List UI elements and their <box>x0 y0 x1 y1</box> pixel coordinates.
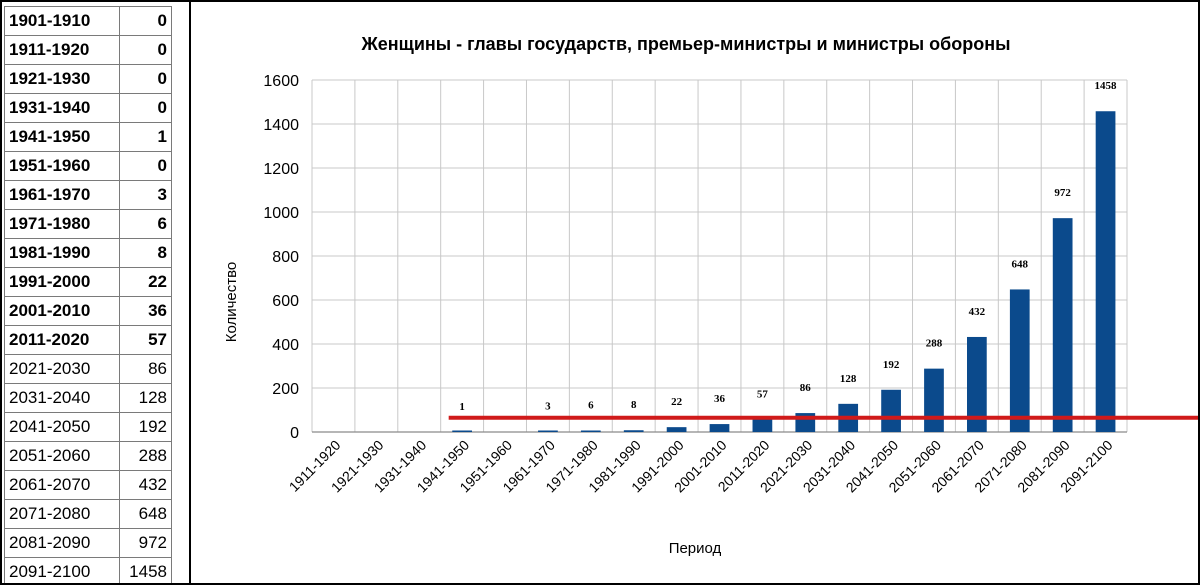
bar <box>1095 111 1116 433</box>
table-row: 2091-2100 1458 <box>3 557 172 583</box>
period-cell[interactable]: 2031-2040 <box>3 383 121 413</box>
data-label: 36 <box>714 393 726 405</box>
data-label: 432 <box>969 306 986 318</box>
count-cell[interactable]: 972 <box>119 528 172 558</box>
count-cell[interactable]: 6 <box>119 209 172 239</box>
data-label: 3 <box>545 400 551 412</box>
data-label: 22 <box>671 396 683 408</box>
data-label: 648 <box>1012 258 1029 270</box>
column-divider <box>189 2 191 583</box>
bar <box>924 368 944 432</box>
bar <box>967 336 987 432</box>
table-row: 2051-2060 288 <box>3 441 172 471</box>
count-cell[interactable]: 432 <box>119 470 172 500</box>
period-cell[interactable]: 1991-2000 <box>3 267 121 297</box>
table-row: 1901-1910 0 <box>3 6 172 36</box>
table-row: 2061-2070 432 <box>3 470 172 500</box>
period-cell[interactable]: 1981-1990 <box>3 238 121 268</box>
data-label: 972 <box>1054 187 1071 199</box>
count-cell[interactable]: 36 <box>119 296 172 326</box>
count-cell[interactable]: 0 <box>119 64 172 94</box>
y-axis-title: Количество <box>223 262 240 343</box>
y-tick-label: 0 <box>290 425 299 442</box>
count-cell[interactable]: 128 <box>119 383 172 413</box>
table-row: 2071-2080 648 <box>3 499 172 529</box>
period-cell[interactable]: 2041-2050 <box>3 412 121 442</box>
table-row: 1981-1990 8 <box>3 238 172 268</box>
count-cell[interactable]: 86 <box>119 354 172 384</box>
period-cell[interactable]: 2091-2100 <box>3 557 121 583</box>
table-row: 1921-1930 0 <box>3 64 172 94</box>
count-cell[interactable]: 1458 <box>119 557 172 583</box>
period-cell[interactable]: 1921-1930 <box>3 64 121 94</box>
count-cell[interactable]: 0 <box>119 6 172 36</box>
period-cell[interactable]: 2011-2020 <box>3 325 121 355</box>
bar <box>580 430 601 432</box>
period-cell[interactable]: 1951-1960 <box>3 151 121 181</box>
data-label: 86 <box>800 382 812 394</box>
period-cell[interactable]: 2061-2070 <box>3 470 121 500</box>
period-cell[interactable]: 1971-1980 <box>3 209 121 239</box>
bar <box>1009 289 1030 432</box>
period-cell[interactable]: 1931-1940 <box>3 93 121 123</box>
count-cell[interactable]: 3 <box>119 180 172 210</box>
data-label: 128 <box>840 373 857 385</box>
spreadsheet-table: 1901-1910 0 1911-1920 0 1921-1930 0 1931-1940 0… <box>3 6 172 583</box>
table-row: 2001-2010 36 <box>3 296 172 326</box>
data-label: 57 <box>757 388 769 400</box>
table-row: 1991-2000 22 <box>3 267 172 297</box>
period-cell[interactable]: 2071-2080 <box>3 499 121 529</box>
data-label: 6 <box>588 400 594 412</box>
bar <box>881 389 901 432</box>
y-tick-label: 1600 <box>263 73 299 90</box>
period-cell[interactable]: 2051-2060 <box>3 441 121 471</box>
table-row: 1971-1980 6 <box>3 209 172 239</box>
bar <box>752 419 773 432</box>
table-row: 2041-2050 192 <box>3 412 172 442</box>
y-tick-label: 1200 <box>263 161 299 178</box>
bar <box>538 430 558 432</box>
y-tick-label: 400 <box>272 337 299 354</box>
bar <box>1052 218 1073 432</box>
data-label: 8 <box>631 399 637 411</box>
chart-title: Женщины - главы государств, премьер-мини… <box>361 34 1011 54</box>
period-cell[interactable]: 1911-1920 <box>3 35 121 65</box>
period-cell[interactable]: 1941-1950 <box>3 122 121 152</box>
data-label: 192 <box>883 359 900 371</box>
count-cell[interactable]: 192 <box>119 412 172 442</box>
count-cell[interactable]: 288 <box>119 441 172 471</box>
period-cell[interactable]: 1901-1910 <box>3 6 121 36</box>
y-tick-label: 200 <box>272 381 299 398</box>
table-row: 1941-1950 1 <box>3 122 172 152</box>
table-row: 2021-2030 86 <box>3 354 172 384</box>
table-row: 2011-2020 57 <box>3 325 172 355</box>
table-row: 2031-2040 128 <box>3 383 172 413</box>
data-label: 288 <box>926 338 943 350</box>
bar <box>623 430 644 432</box>
data-label: 1 <box>459 401 465 413</box>
x-axis-title: Период <box>669 540 722 557</box>
y-tick-label: 1400 <box>263 117 299 134</box>
y-tick-label: 600 <box>272 293 299 310</box>
bar <box>452 430 472 432</box>
data-label: 1458 <box>1095 80 1118 92</box>
y-tick-label: 800 <box>272 249 299 266</box>
bar <box>666 427 687 432</box>
y-tick-label: 1000 <box>263 205 299 222</box>
bar <box>709 424 730 432</box>
